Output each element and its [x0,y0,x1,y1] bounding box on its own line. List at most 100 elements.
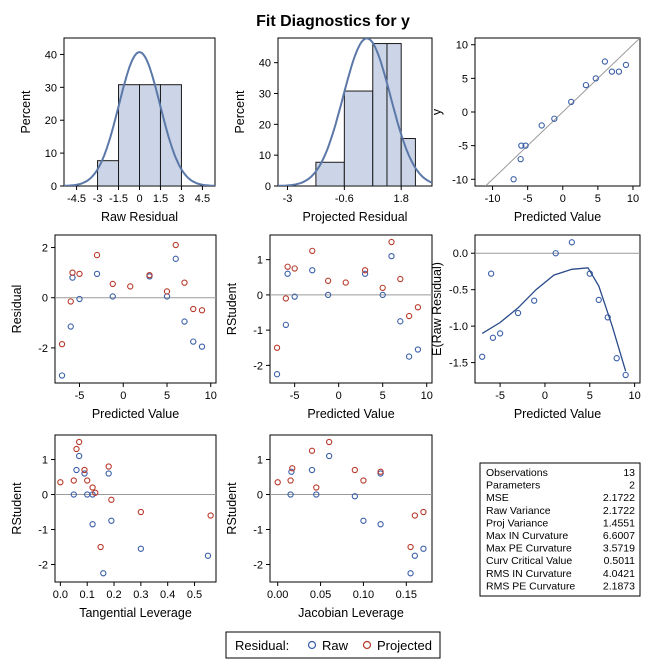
raw-point [595,296,602,304]
y-tick-label: -1 [253,325,263,337]
projected-point [81,466,88,474]
x-tick-label: 0.3 [133,589,148,601]
raw-point [514,309,522,317]
raw-point [379,291,386,299]
plot-area [270,438,432,577]
legend-title: Residual: [235,638,289,653]
projected-point [308,447,316,454]
x-axis-label: Projected Residual [303,210,408,224]
y-tick-label: 0 [257,490,263,502]
projected-point [289,465,296,472]
raw-point [622,371,629,379]
stats-row-value: 13 [623,467,635,479]
x-tick-label: 0.5 [187,589,202,601]
raw-point [324,291,332,299]
y-axis-label: Percent [233,90,247,134]
projected-point [76,270,83,278]
x-tick-label: 0.0 [53,589,68,601]
x-tick-label: -1.5 [109,193,128,205]
plot-frame [269,434,433,583]
x-tick-label: 5 [164,390,170,402]
projected-point [172,241,179,249]
legend: Residual: Raw Projected [225,631,441,659]
raw-point [604,314,611,321]
raw-point [582,81,590,89]
x-tick-label: 1.8 [394,193,409,205]
histogram-bar [372,43,388,186]
y-tick-label: -1.0 [449,321,468,333]
raw-point [93,270,101,278]
projected-point [407,543,414,551]
projected-point [274,479,281,486]
projected-point [287,477,294,484]
x-axis-label: Tangential Leverage [79,606,192,620]
projected-point [397,275,404,283]
stats-row-value: 0.5011 [604,555,635,567]
x-tick-label: 0 [542,390,548,402]
y-tick-label: 0 [42,490,48,502]
projected-point [58,340,66,348]
chart-panel-residual-vs-predicted: -5 0 5 10 -2 0 2 Predicted Value Residual [10,234,217,421]
expected-residual-fit-line [481,267,627,372]
projected-point [181,279,188,286]
raw-point [622,61,630,69]
x-tick-label: 0.2 [106,589,121,601]
raw-point [291,293,298,300]
raw-point [487,270,495,277]
projected-point [207,512,214,519]
plot-frame [54,434,217,583]
stats-table-rows: Observations 13 Parameters 2 MSE 2.1722 Raw Va… [486,467,635,592]
y-tick-label: 40 [259,58,271,70]
stats-row-label: Parameters [486,480,540,492]
x-tick-label: 0 [560,193,566,205]
y-tick-label: -10 [452,174,468,186]
raw-point [76,295,83,303]
y-tick-label: 30 [259,89,271,101]
stats-row-value: 2.1873 [603,580,635,592]
raw-point [67,323,74,330]
projected-point [105,463,112,470]
y-tick-label: -2 [38,343,48,355]
stats-table: Observations 13 Parameters 2 MSE 2.1722 Raw Va… [479,462,641,597]
raw-point [308,466,316,474]
x-tick-label: 0 [336,390,342,402]
x-tick-label: 0.00 [267,589,288,601]
x-tick-label: 0.4 [160,589,175,601]
x-axis-label: Predicted Value [307,407,394,421]
x-axis-label: Predicted Value [514,210,601,224]
x-tick-label: 10 [628,390,640,402]
legend-projected-label: Projected [377,638,432,653]
raw-point [73,466,80,474]
histogram-bar [118,84,140,186]
projected-point [405,312,413,320]
y-axis-label: Residual [10,285,24,334]
projected-point [97,543,104,551]
stats-row-label: Max PE Curvature [486,543,572,555]
y-tick-label: 5 [462,73,468,85]
raw-point [510,176,517,183]
x-tick-label: -5 [290,390,300,402]
plot-frame [269,234,433,384]
y-tick-label: 10 [259,150,271,162]
raw-point [351,493,359,500]
chart-panel-rstudent-vs-predicted: -5 0 5 10 -2 -1 0 1 Predicted Value RStudent [225,234,433,421]
raw-point [608,68,616,75]
projected-point [70,477,77,484]
x-tick-label: 0.10 [353,589,374,601]
raw-point [551,115,558,122]
y-tick-label: 2 [42,243,48,255]
raw-point [538,122,545,129]
projected-point [69,269,76,276]
legend-raw-marker [307,640,317,650]
x-tick-label: 0 [120,390,126,402]
projected-point [414,304,422,311]
plot-area [270,238,432,378]
y-tick-label: 1 [257,455,263,467]
x-tick-label: -5 [75,390,85,402]
plot-area [55,438,216,577]
raw-point [137,545,145,552]
projected-point [361,267,369,274]
projected-point [146,271,153,279]
raw-point [407,570,414,577]
plot-frame [474,234,641,384]
